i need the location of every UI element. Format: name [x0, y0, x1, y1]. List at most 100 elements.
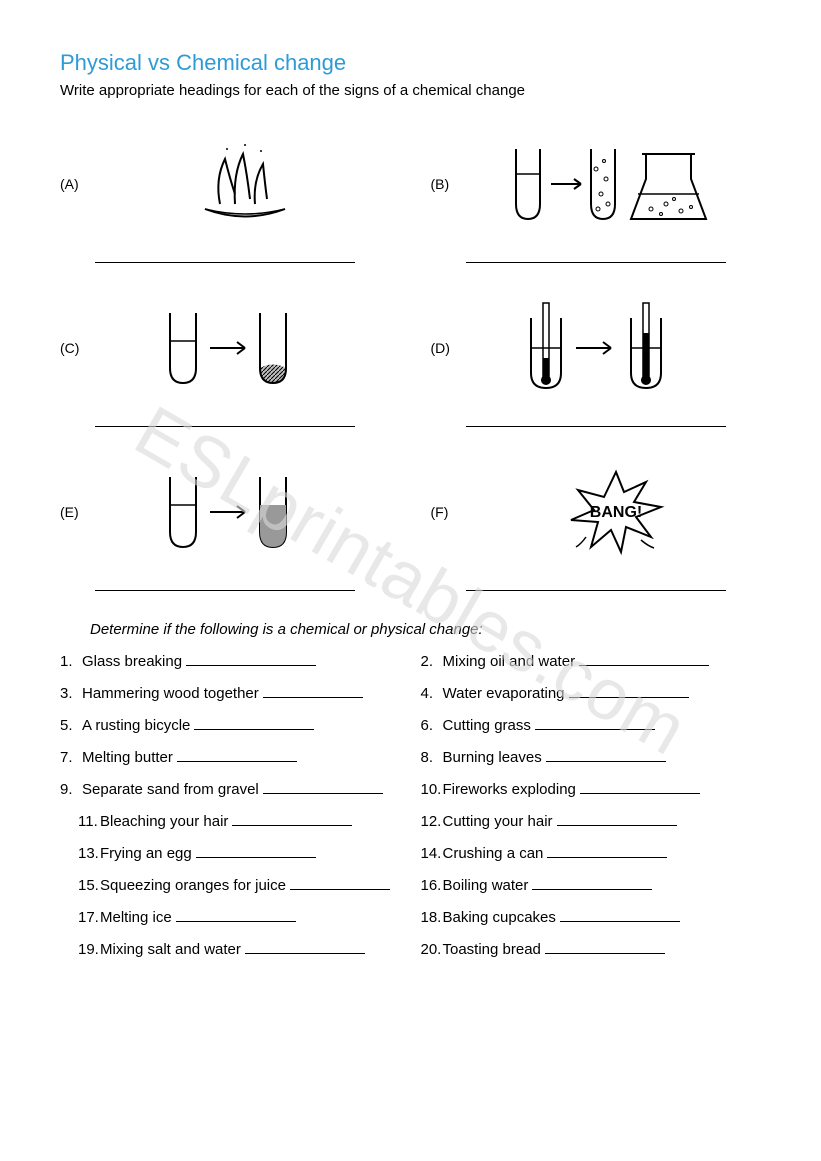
answer-line[interactable] [95, 409, 355, 427]
answer-blank[interactable] [176, 908, 296, 922]
answer-blank[interactable] [560, 908, 680, 922]
question-item: 7. Melting butter [60, 748, 401, 766]
question-text: Melting ice [100, 909, 172, 926]
answer-blank[interactable] [245, 940, 365, 954]
answer-blank[interactable] [263, 780, 383, 794]
question-text: Water evaporating [443, 685, 565, 702]
answer-blank[interactable] [545, 940, 665, 954]
diagram-label: (B) [431, 176, 471, 192]
question-item: 2. Mixing oil and water [421, 652, 762, 670]
precipitate-icon [100, 303, 391, 393]
answer-blank[interactable] [196, 844, 316, 858]
answer-blank[interactable] [263, 684, 363, 698]
diagram-grid: (A) (B) [60, 129, 761, 611]
answer-line[interactable] [95, 573, 355, 591]
question-text: Boiling water [443, 877, 529, 894]
answer-blank[interactable] [557, 812, 677, 826]
question-number: 9. [60, 781, 82, 798]
question-text: Glass breaking [82, 653, 182, 670]
question-item: 9. Separate sand from gravel [60, 780, 401, 798]
question-item: 3. Hammering wood together [60, 684, 401, 702]
question-grid: 1. Glass breaking 2. Mixing oil and wate… [60, 652, 761, 958]
diagram-cell-a: (A) [60, 129, 391, 283]
diagram-label: (E) [60, 504, 100, 520]
question-text: Frying an egg [100, 845, 192, 862]
question-item: 11. Bleaching your hair [60, 812, 401, 830]
question-text: Burning leaves [443, 749, 542, 766]
question-item: 19. Mixing salt and water [60, 940, 401, 958]
question-number: 15. [78, 877, 100, 894]
question-number: 18. [421, 909, 443, 926]
answer-blank[interactable] [580, 780, 700, 794]
question-number: 14. [421, 845, 443, 862]
question-number: 6. [421, 717, 443, 734]
answer-line[interactable] [95, 245, 355, 263]
question-item: 1. Glass breaking [60, 652, 401, 670]
answer-blank[interactable] [532, 876, 652, 890]
color-change-icon [100, 467, 391, 557]
question-number: 11. [78, 813, 100, 830]
answer-blank[interactable] [535, 716, 655, 730]
bubbles-flask-icon [471, 139, 762, 229]
question-item: 4. Water evaporating [421, 684, 762, 702]
question-number: 16. [421, 877, 443, 894]
answer-blank[interactable] [186, 652, 316, 666]
question-number: 4. [421, 685, 443, 702]
question-text: Melting butter [82, 749, 173, 766]
answer-blank[interactable] [546, 748, 666, 762]
question-number: 13. [78, 845, 100, 862]
question-text: Squeezing oranges for juice [100, 877, 286, 894]
bang-icon: BANG! [471, 462, 762, 562]
question-number: 8. [421, 749, 443, 766]
question-number: 20. [421, 941, 443, 958]
answer-blank[interactable] [177, 748, 297, 762]
question-text: Cutting your hair [443, 813, 553, 830]
question-item: 12. Cutting your hair [421, 812, 762, 830]
question-item: 18. Baking cupcakes [421, 908, 762, 926]
diagram-cell-c: (C) [60, 293, 391, 447]
question-number: 17. [78, 909, 100, 926]
question-text: Toasting bread [443, 941, 541, 958]
question-item: 15. Squeezing oranges for juice [60, 876, 401, 894]
question-text: Mixing salt and water [100, 941, 241, 958]
question-text: Cutting grass [443, 717, 531, 734]
question-text: Bleaching your hair [100, 813, 228, 830]
question-text: Separate sand from gravel [82, 781, 259, 798]
diagram-cell-f: (F) BANG! [431, 457, 762, 611]
question-text: A rusting bicycle [82, 717, 190, 734]
question-number: 19. [78, 941, 100, 958]
answer-line[interactable] [466, 245, 726, 263]
diagram-label: (C) [60, 340, 100, 356]
diagram-cell-b: (B) [431, 129, 762, 283]
answer-line[interactable] [466, 409, 726, 427]
question-item: 6. Cutting grass [421, 716, 762, 734]
answer-blank[interactable] [579, 652, 709, 666]
page-title: Physical vs Chemical change [60, 50, 761, 76]
answer-blank[interactable] [547, 844, 667, 858]
question-item: 17. Melting ice [60, 908, 401, 926]
answer-line[interactable] [466, 573, 726, 591]
answer-blank[interactable] [194, 716, 314, 730]
question-item: 14. Crushing a can [421, 844, 762, 862]
page-subtitle: Write appropriate headings for each of t… [60, 82, 761, 99]
diagram-cell-d: (D) [431, 293, 762, 447]
diagram-label: (A) [60, 176, 100, 192]
question-item: 20. Toasting bread [421, 940, 762, 958]
answer-blank[interactable] [290, 876, 390, 890]
question-text: Fireworks exploding [443, 781, 576, 798]
diagram-label: (F) [431, 504, 471, 520]
flame-dish-icon [100, 139, 391, 229]
question-number: 1. [60, 653, 82, 670]
answer-blank[interactable] [569, 684, 689, 698]
question-number: 12. [421, 813, 443, 830]
question-item: 10. Fireworks exploding [421, 780, 762, 798]
question-number: 3. [60, 685, 82, 702]
question-item: 13. Frying an egg [60, 844, 401, 862]
svg-text:BANG!: BANG! [590, 504, 642, 521]
diagram-cell-e: (E) [60, 457, 391, 611]
question-number: 7. [60, 749, 82, 766]
question-number: 10. [421, 781, 443, 798]
question-text: Baking cupcakes [443, 909, 556, 926]
question-number: 5. [60, 717, 82, 734]
answer-blank[interactable] [232, 812, 352, 826]
